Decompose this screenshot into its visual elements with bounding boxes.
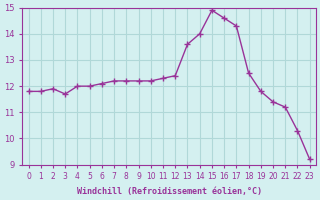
- X-axis label: Windchill (Refroidissement éolien,°C): Windchill (Refroidissement éolien,°C): [76, 187, 262, 196]
